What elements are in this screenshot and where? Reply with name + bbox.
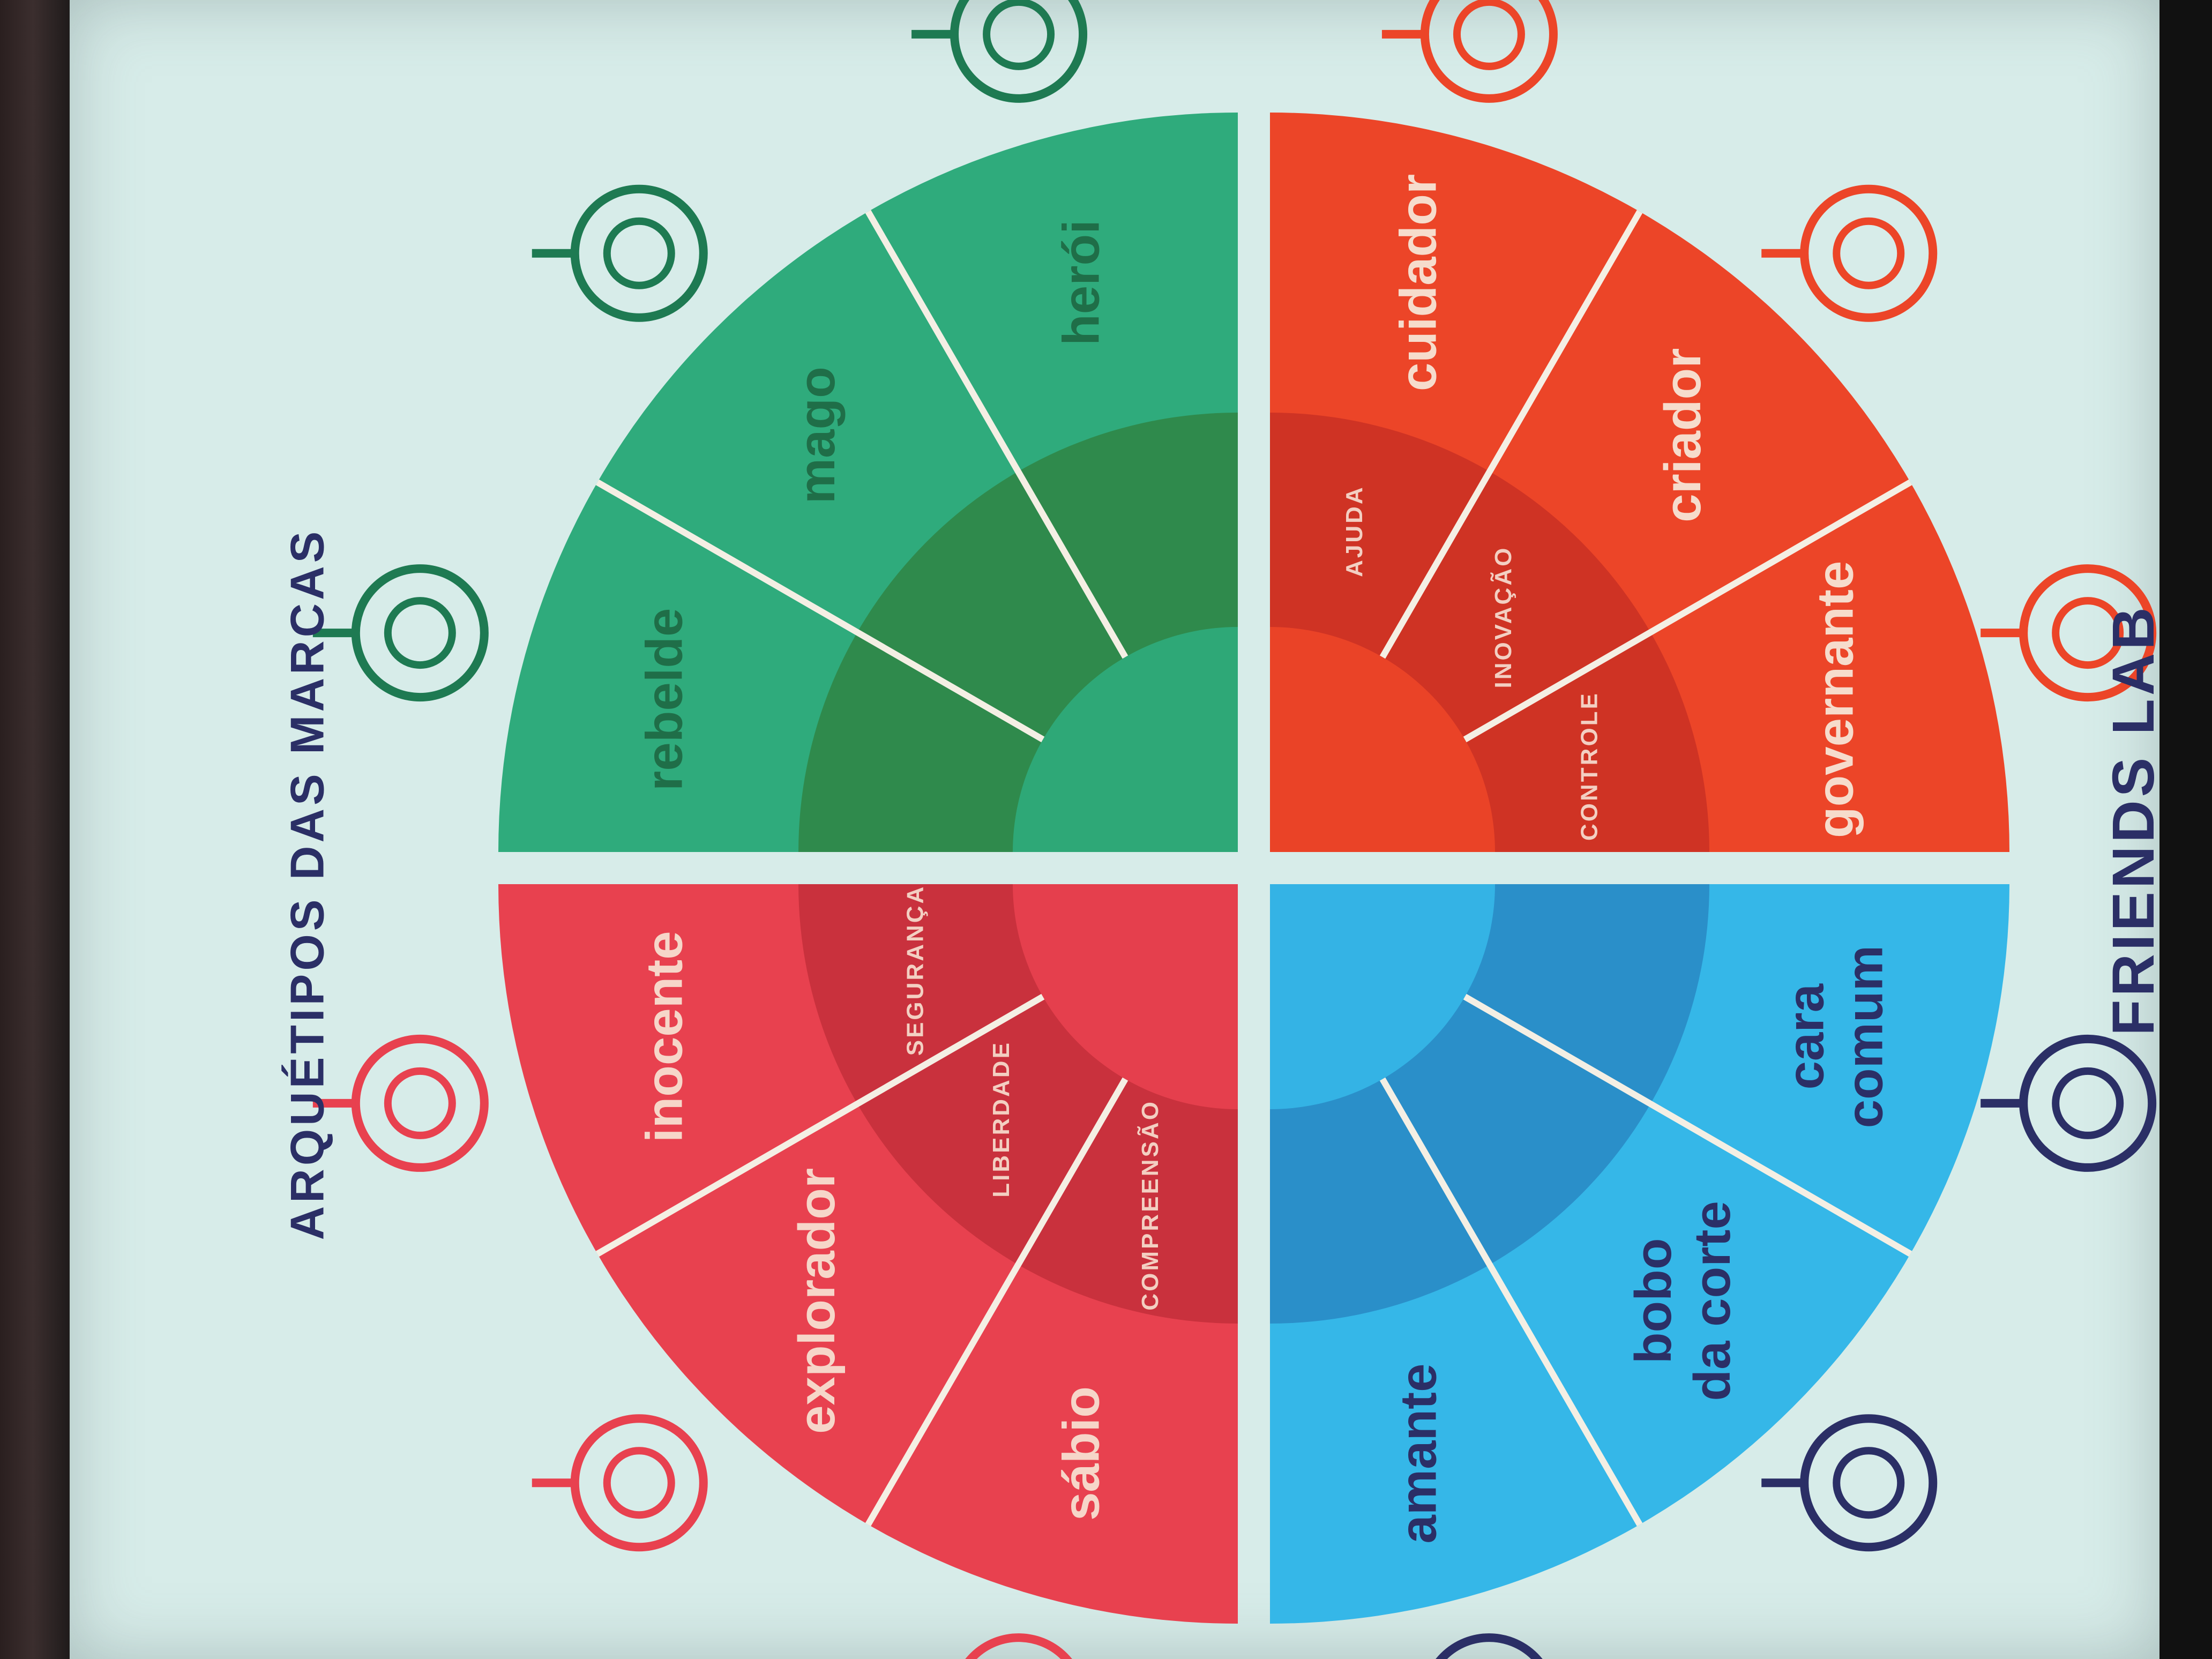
palette-icon bbox=[1761, 184, 1938, 322]
projection-screen: rebelde mago herói sábio explorador inocente C… bbox=[70, 0, 2159, 1659]
segment-label-orange-1: criador bbox=[1654, 348, 1712, 522]
segment-label-green-1: mago bbox=[789, 367, 846, 504]
divider-blue bbox=[1379, 1077, 1643, 1527]
divider-red bbox=[595, 993, 1045, 1257]
ring-label-red-2: SEGURANÇA bbox=[902, 885, 929, 1056]
segment-label-blue-2: amante bbox=[1390, 1363, 1447, 1543]
divider-orange bbox=[1463, 479, 1912, 743]
quadrant-orange: cuidador criador governante AJUDA INOVAÇÃO CO… bbox=[1270, 113, 2009, 852]
segment-label-green-0: rebelde bbox=[636, 608, 693, 791]
page-title: ARQUÉTIPOS DAS MARCAS bbox=[280, 528, 333, 1240]
segment-label-red-0: sábio bbox=[1053, 1386, 1110, 1521]
quadrant-green-core bbox=[1013, 627, 1238, 852]
segment-label-blue-1: boboda corte bbox=[1625, 1201, 1741, 1401]
divider-green bbox=[595, 479, 1045, 743]
brand-logo: FRIENDS LAB bbox=[2101, 604, 2159, 1035]
divider-green bbox=[865, 210, 1129, 659]
segment-label-red-1: explorador bbox=[789, 1168, 846, 1434]
segment-label-blue-0: caracomum bbox=[1777, 945, 1894, 1128]
jester-hat-icon bbox=[1761, 1414, 1938, 1552]
segment-label-green-2: herói bbox=[1053, 220, 1110, 346]
crown-icon bbox=[1981, 564, 2157, 702]
ring-label-red-1: LIBERDADE bbox=[988, 1041, 1014, 1198]
archetype-wheel: rebelde mago herói sábio explorador inocente C… bbox=[280, 0, 2159, 1659]
hearts-icon bbox=[1436, 1633, 1543, 1659]
segment-label-red-2: inocente bbox=[636, 931, 693, 1142]
divider-red bbox=[865, 1077, 1129, 1527]
raised-fist-icon bbox=[312, 564, 489, 702]
segment-label-orange-2: governante bbox=[1807, 561, 1864, 838]
car-icon bbox=[532, 1414, 708, 1552]
castle-icon bbox=[312, 1034, 489, 1172]
ring-label-orange-1: INOVAÇÃO bbox=[1490, 546, 1516, 689]
graduation-cap-icon bbox=[965, 1633, 1072, 1659]
ring-label-orange-2: CONTROLE bbox=[1576, 691, 1602, 841]
person-icon bbox=[1981, 1034, 2157, 1172]
quadrant-orange-core bbox=[1270, 627, 1495, 852]
hand-heart-icon bbox=[1381, 0, 1558, 103]
quadrant-green: rebelde mago herói bbox=[498, 113, 1238, 852]
quadrant-blue: caracomum boboda corte amante bbox=[1270, 884, 2009, 1624]
divider-blue bbox=[1463, 993, 1912, 1257]
ring-label-orange-0: AJUDA bbox=[1341, 485, 1367, 577]
quadrant-red-core bbox=[1013, 884, 1238, 1109]
quadrant-red: sábio explorador inocente COMPREENSÃO LIBERD… bbox=[498, 884, 1238, 1624]
quadrant-blue-core bbox=[1270, 884, 1495, 1109]
segment-label-orange-0: cuidador bbox=[1390, 174, 1447, 391]
ring-label-red-0: COMPREENSÃO bbox=[1137, 1100, 1163, 1311]
divider-orange bbox=[1379, 210, 1643, 659]
wheel-group: rebelde mago herói sábio explorador inocente C… bbox=[312, 0, 2157, 1659]
medal-icon bbox=[911, 0, 1088, 103]
magic-hat-icon bbox=[532, 184, 708, 322]
